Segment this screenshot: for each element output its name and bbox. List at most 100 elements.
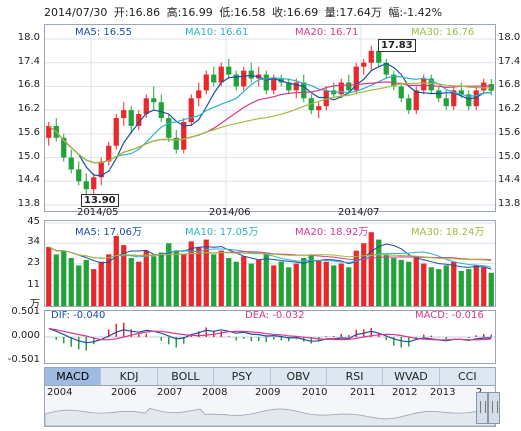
volume-ma10-line (48, 246, 492, 268)
candle-down (466, 94, 472, 107)
price-tick-left: 15.6 (17, 126, 40, 138)
legend-ma20: MA20: 16.71 (295, 27, 359, 38)
volume-bar (248, 263, 254, 306)
date-label-jul: 2014/07 (338, 207, 380, 218)
candle-down (226, 66, 232, 75)
volume-bar (188, 241, 194, 306)
price-tick-left: 13.8 (17, 198, 40, 209)
tab-boll[interactable]: BOLL (158, 368, 215, 385)
date-label-jun: 2014/06 (209, 207, 251, 218)
candle-down (211, 74, 217, 83)
legend-ma30: MA30: 16.76 (411, 27, 475, 38)
candle-up (188, 98, 194, 122)
candle-down (391, 74, 397, 87)
volume-bar (376, 239, 382, 306)
tab-kdj[interactable]: KDJ (101, 368, 158, 385)
tab-cci[interactable]: CCI (458, 370, 477, 383)
volume-bar (353, 250, 359, 306)
tab-rsi[interactable]: RSI (327, 368, 384, 385)
year-label: 2013 (430, 387, 456, 398)
price-tick-left: 14.4 (17, 174, 40, 186)
ma30-line (48, 82, 492, 164)
price-chart-panel[interactable]: MA5: 16.55 MA10: 16.61 MA20: 16.71 MA30:… (44, 24, 496, 212)
quote-low: 低:16.58 (219, 6, 266, 19)
price-tick-left: 16.2 (17, 103, 40, 115)
navigator-right-handle[interactable] (488, 392, 500, 424)
legend-ma10: MA10: 16.61 (185, 27, 249, 38)
volume-bar (218, 250, 224, 306)
quote-date: 2014/07/30 (44, 6, 108, 19)
volume-bar (83, 259, 89, 306)
tab-wvad[interactable]: WVAD (383, 368, 440, 385)
macd-tick: 0.501 (11, 306, 40, 317)
volume-tick: 34 (27, 236, 40, 248)
volume-tick: 23 (27, 256, 40, 268)
price-tick-right: 15.0 (498, 150, 521, 162)
volume-tick: 11 (27, 278, 40, 290)
volume-bar (271, 265, 277, 306)
volume-bar (106, 254, 112, 306)
volume-bar (166, 243, 172, 306)
volume-bar (173, 250, 179, 306)
volume-chart-svg (45, 222, 495, 306)
candle-up (218, 66, 224, 83)
quote-close: 收:16.69 (272, 6, 319, 19)
volume-bar (61, 250, 67, 306)
year-label: 2008 (202, 387, 228, 398)
candle-up (338, 82, 344, 95)
dea-line (48, 327, 492, 341)
volume-bar (196, 246, 202, 306)
macd-legend-dif: DIF: -0.040 (51, 310, 106, 321)
candle-up (293, 82, 299, 91)
candle-up (361, 62, 367, 67)
volume-bar (413, 256, 419, 306)
volume-bar (338, 263, 344, 306)
candle-up (46, 125, 52, 138)
volume-bar (46, 246, 52, 306)
quote-header: 2014/07/30 开:16.86 高:16.99 低:16.58 收:16.… (44, 4, 504, 20)
price-tick-right: 16.8 (498, 79, 521, 91)
vol-legend-ma5: MA5: 17.06万 (75, 227, 143, 238)
volume-bar (136, 261, 142, 306)
volume-bar (466, 269, 472, 306)
volume-bar (143, 250, 149, 306)
candle-up (353, 66, 359, 91)
candle-down (83, 181, 89, 190)
tab-psy[interactable]: PSY (214, 368, 271, 385)
volume-bar (443, 265, 449, 306)
tab-obv[interactable]: OBV (271, 368, 327, 385)
candle-down (166, 118, 172, 138)
ma10-line (48, 75, 492, 164)
candle-up (421, 78, 427, 91)
volume-bar (91, 269, 97, 306)
volume-chart-panel[interactable]: MA5: 17.06万 MA10: 17.05万 MA20: 18.92万 MA… (44, 220, 496, 307)
year-label: 2004 (47, 387, 73, 398)
candle-down (158, 102, 164, 119)
timeline-navigator[interactable]: 2004200620072008200920102011201220132 (44, 385, 496, 427)
price-chart-svg (45, 25, 495, 211)
candle-up (106, 145, 112, 162)
candle-down (398, 86, 404, 99)
macd-chart-panel[interactable]: DIF: -0.040 DEA: -0.032 MACD: -0.016 (44, 310, 496, 364)
year-label: 2007 (157, 387, 183, 398)
navigator-left-handle[interactable] (476, 392, 488, 424)
candle-up (181, 122, 187, 150)
candle-up (316, 106, 322, 111)
tab-macd[interactable]: MACD (45, 368, 102, 385)
candle-down (346, 82, 352, 91)
volume-bar (398, 259, 404, 306)
vol-legend-ma10: MA10: 17.05万 (185, 227, 259, 238)
volume-bar (458, 270, 464, 306)
candle-down (128, 110, 134, 126)
candle-down (248, 70, 254, 79)
candle-up (136, 114, 142, 126)
volume-bar (383, 254, 389, 306)
volume-bar (158, 252, 164, 306)
volume-bar (128, 258, 134, 306)
volume-bar (76, 265, 82, 306)
candle-up (451, 90, 457, 107)
candle-down (263, 74, 269, 91)
dif-line (48, 327, 492, 344)
volume-tick: 万 (30, 299, 40, 310)
macd-legend-dea: DEA: -0.032 (245, 310, 305, 321)
